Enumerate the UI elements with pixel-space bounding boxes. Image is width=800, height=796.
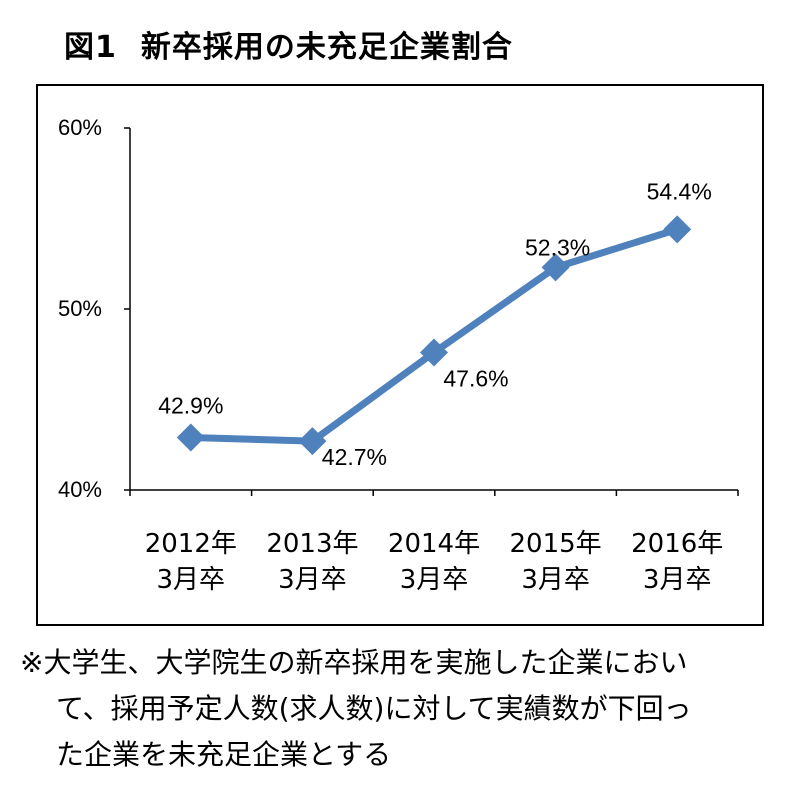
figure-number: 図1 <box>64 30 117 65</box>
x-tick-label: 2015年 <box>510 529 602 559</box>
y-tick-label: 60% <box>58 115 102 140</box>
x-tick-label: 2013年 <box>266 529 358 559</box>
data-label: 52.3% <box>525 234 590 260</box>
footnote-line-1: ※大学生、大学院生の新卒採用を実施した企業におい <box>20 646 688 679</box>
data-label: 54.4% <box>647 178 712 204</box>
x-tick-label: 3月卒 <box>400 565 469 595</box>
y-tick-label: 50% <box>58 296 102 321</box>
x-tick-label: 2014年 <box>388 529 480 559</box>
data-label: 47.6% <box>443 365 508 391</box>
footnote-line-2: て、採用予定人数(求人数)に対して実績数が下回っ <box>56 692 692 725</box>
footnote-line-3: た企業を未充足企業とする <box>56 738 392 771</box>
figure-title: 新卒採用の未充足企業割合 <box>140 30 513 65</box>
data-point-marker <box>176 423 205 452</box>
footnote: ※大学生、大学院生の新卒採用を実施した企業におい て、採用予定人数(求人数)に対… <box>20 640 790 778</box>
x-tick-label: 3月卒 <box>643 565 712 595</box>
data-point-marker <box>420 338 448 367</box>
y-tick-label: 40% <box>58 477 102 502</box>
chart-title: 図1 新卒採用の未充足企業割合 <box>64 22 513 66</box>
data-label: 42.7% <box>322 444 387 470</box>
series-line <box>176 215 692 456</box>
data-label: 42.9% <box>158 393 223 419</box>
x-tick-label: 2012年 <box>145 529 237 559</box>
chart-frame <box>36 84 764 626</box>
x-tick-label: 3月卒 <box>278 565 347 595</box>
data-point-marker <box>298 427 327 456</box>
x-tick-label: 3月卒 <box>521 565 590 595</box>
data-labels: 42.9% 42.7% 47.6% 52.3% 54.4% <box>158 178 712 470</box>
data-point-marker <box>541 253 570 282</box>
data-point-marker <box>663 215 692 244</box>
x-tick-label: 3月卒 <box>157 565 226 595</box>
x-tick-label: 2016年 <box>631 529 723 559</box>
axes: 40% 50% 60% 2012年 3月卒 2013年 3月卒 2014年 3月卒 2015年 3月… <box>58 115 739 595</box>
